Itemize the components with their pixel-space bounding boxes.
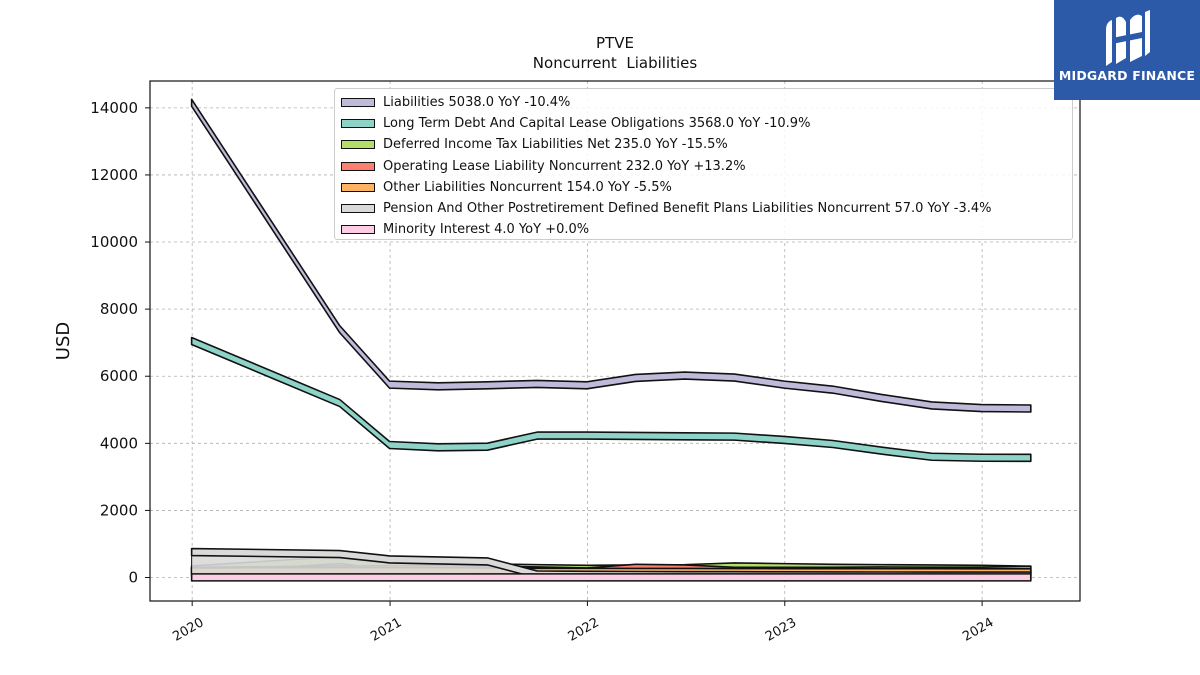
legend-swatch <box>341 140 375 150</box>
legend-item: Liabilities 5038.0 YoY -10.4% <box>338 92 1072 113</box>
legend-item: Other Liabilities Noncurrent 154.0 YoY -… <box>338 177 1072 198</box>
legend-swatch <box>341 204 375 214</box>
legend-label: Deferred Income Tax Liabilities Net 235.… <box>383 137 728 153</box>
legend-label: Pension And Other Postretirement Defined… <box>383 201 992 217</box>
y-tick-label: 12000 <box>90 166 138 184</box>
chart-subtitle: Noncurrent Liabilities <box>533 54 698 72</box>
legend-label: Operating Lease Liability Noncurrent 232… <box>383 158 746 174</box>
legend-swatch <box>341 225 375 235</box>
legend-item: Pension And Other Postretirement Defined… <box>338 198 1072 219</box>
legend-swatch <box>341 98 375 108</box>
y-tick-label: 6000 <box>100 367 138 385</box>
y-tick-label: 4000 <box>100 434 138 452</box>
legend-label: Long Term Debt And Capital Lease Obligat… <box>383 116 811 132</box>
y-axis-label: USD <box>53 322 74 360</box>
legend: Liabilities 5038.0 YoY -10.4% Long Term D… <box>334 88 1073 240</box>
y-tick-label: 2000 <box>100 501 138 519</box>
legend-item: Long Term Debt And Capital Lease Obligat… <box>338 113 1072 134</box>
y-tick-label: 14000 <box>90 99 138 117</box>
y-tick-label: 10000 <box>90 233 138 251</box>
x-tick-label: 2023 <box>763 615 799 645</box>
axes: 2020 2021 2022 2023 2024 0 2000 4000 6000 8000 100… <box>90 80 1081 645</box>
legend-label: Liabilities 5038.0 YoY -10.4% <box>383 95 571 111</box>
legend-swatch <box>341 119 375 129</box>
logo-text: MIDGARD FINANCE <box>1058 68 1196 83</box>
y-tick-label: 8000 <box>100 300 138 318</box>
x-tick-label: 2024 <box>960 615 996 645</box>
legend-label: Minority Interest 4.0 YoY +0.0% <box>383 222 590 238</box>
logo-mark-icon <box>1106 10 1150 66</box>
legend-item: Minority Interest 4.0 YoY +0.0% <box>338 219 1072 240</box>
series-band-liabilities <box>190 98 1032 413</box>
legend-label: Other Liabilities Noncurrent 154.0 YoY -… <box>383 179 672 195</box>
brand-logo: MIDGARD FINANCE <box>1054 0 1200 100</box>
x-tick-label: 2022 <box>566 615 602 645</box>
chart-title: PTVE <box>596 34 634 52</box>
legend-swatch <box>341 182 375 192</box>
series-layer <box>190 98 1032 582</box>
x-tick-label: 2020 <box>170 615 206 645</box>
y-tick-label: 0 <box>128 569 138 587</box>
x-tick-label: 2021 <box>368 615 404 645</box>
series-band-minority-interest <box>190 573 1032 582</box>
legend-swatch <box>341 161 375 171</box>
series-band-long-term-debt-and-capital-lease-obligations <box>190 336 1032 463</box>
legend-item: Deferred Income Tax Liabilities Net 235.… <box>338 134 1072 155</box>
plot-frame <box>149 80 1081 602</box>
legend-item: Operating Lease Liability Noncurrent 232… <box>338 156 1072 177</box>
